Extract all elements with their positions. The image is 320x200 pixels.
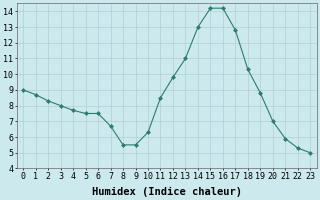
X-axis label: Humidex (Indice chaleur): Humidex (Indice chaleur) <box>92 186 242 197</box>
